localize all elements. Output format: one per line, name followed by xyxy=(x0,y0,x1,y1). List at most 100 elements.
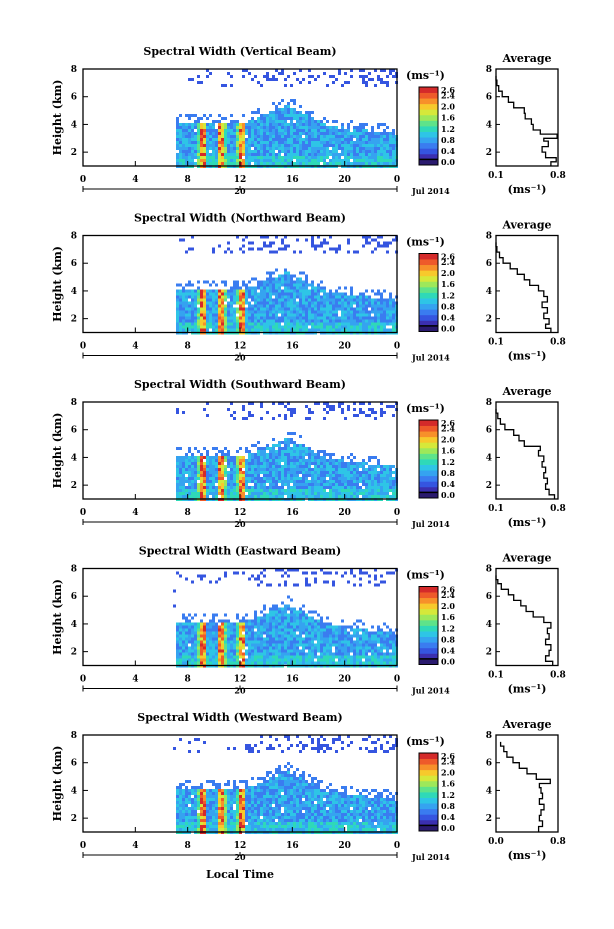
heatmap-cells xyxy=(173,568,398,668)
x-tick-label: 4 xyxy=(132,508,138,518)
average-profile: Average 2 4 6 8 0.1 0.8(ms⁻¹) xyxy=(486,219,566,363)
colorbar-swatch xyxy=(419,797,438,804)
x-tick-label: 12 xyxy=(234,508,247,518)
heatmap-cells xyxy=(176,402,398,501)
colorbar-swatch xyxy=(419,87,438,93)
x-tick-label: 20 xyxy=(338,675,351,685)
x-tick-label: 20 xyxy=(338,508,351,518)
colorbar-swatch xyxy=(419,325,438,332)
y-tick-label: 4 xyxy=(71,620,77,630)
colorbar-tick-label: 2.6 xyxy=(441,751,455,761)
average-unit: (ms⁻¹) xyxy=(508,683,547,696)
colorbar-swatch xyxy=(419,764,438,771)
average-frame xyxy=(495,234,559,334)
avg-y-tick-label: 2 xyxy=(486,148,492,158)
colorbar-tick-label: 0.0 xyxy=(441,657,455,667)
colorbar-swatch xyxy=(419,475,438,482)
x-tick-label: 0 xyxy=(80,342,86,352)
x-tick-label: 8 xyxy=(185,342,191,352)
colorbar-swatch xyxy=(419,653,438,660)
colorbar-swatch xyxy=(419,453,438,460)
x-tick-label: 0 xyxy=(80,508,86,518)
colorbar-swatch xyxy=(419,658,438,665)
colorbar-tick-label: 1.6 xyxy=(441,612,455,622)
colorbar-swatch xyxy=(419,436,438,443)
date-tick-label: 20 xyxy=(234,186,246,196)
y-tick-label: 8 xyxy=(71,65,77,75)
colorbar xyxy=(418,86,439,166)
colorbar-tick-label: 1.6 xyxy=(441,446,455,456)
date-tick-label: 20 xyxy=(234,686,246,696)
colorbar-tick-label: 2.0 xyxy=(441,102,455,112)
average-line xyxy=(495,242,552,333)
colorbar-swatch xyxy=(419,459,438,465)
average-profile: Average 2 4 6 8 0.1 0.8(ms⁻¹) xyxy=(486,385,566,529)
average-unit: (ms⁻¹) xyxy=(508,849,547,862)
colorbar-swatch xyxy=(419,431,438,438)
colorbar-swatch xyxy=(419,775,438,782)
x-tick-label: 4 xyxy=(132,841,138,851)
colorbar-swatch xyxy=(419,98,438,105)
x-tick-label: 0 xyxy=(394,841,400,851)
colorbar-swatch xyxy=(419,825,438,832)
x-tick-label: 0 xyxy=(394,175,400,185)
date-label: Jul 2014 xyxy=(411,353,450,363)
y-tick-label: 6 xyxy=(71,426,77,436)
avg-x-tick-label: 0.8 xyxy=(550,338,566,348)
colorbar-tick-label: 2.6 xyxy=(441,584,455,594)
average-frame xyxy=(495,567,559,667)
y-tick-label: 2 xyxy=(71,814,77,824)
colorbar-swatch xyxy=(419,142,438,149)
x-tick-label: 12 xyxy=(234,342,247,352)
y-axis-label: Height (km) xyxy=(51,413,64,489)
average-title: Average xyxy=(501,219,551,232)
average-unit: (ms⁻¹) xyxy=(508,350,547,363)
x-tick-label: 8 xyxy=(185,841,191,851)
y-tick-label: 6 xyxy=(71,93,77,103)
panel-title: Spectral Width (Westward Beam) xyxy=(137,711,342,724)
y-tick-label: 8 xyxy=(71,232,77,242)
average-unit: (ms⁻¹) xyxy=(508,183,547,196)
colorbar-tick-label: 1.6 xyxy=(441,279,455,289)
average-frame xyxy=(495,68,559,167)
panel-title: Spectral Width (Vertical Beam) xyxy=(143,45,336,58)
y-tick-label: 4 xyxy=(71,453,77,463)
colorbar-swatch xyxy=(419,286,438,293)
avg-y-tick-label: 8 xyxy=(486,398,492,408)
colorbar-swatch xyxy=(419,109,438,116)
x-tick-label: 0 xyxy=(394,508,400,518)
avg-y-tick-label: 2 xyxy=(486,648,492,658)
colorbar-tick-label: 2.4 xyxy=(441,90,455,100)
average-title: Average xyxy=(501,385,551,398)
colorbar-tick-label: 2.6 xyxy=(441,418,455,428)
colorbar-swatch xyxy=(419,281,438,288)
x-tick-label: 8 xyxy=(185,508,191,518)
colorbar-swatch xyxy=(419,309,438,316)
y-axis-label: Height (km) xyxy=(51,80,64,156)
colorbar-swatch xyxy=(419,442,438,449)
colorbar-unit: (ms⁻¹) xyxy=(406,69,445,82)
colorbar-swatch xyxy=(419,253,438,260)
colorbar-tick-label: 1.6 xyxy=(441,113,455,123)
y-tick-label: 6 xyxy=(71,759,77,769)
avg-x-tick-label: 0.1 xyxy=(488,504,504,514)
colorbar-tick-label: 0.4 xyxy=(441,646,455,656)
x-tick-label: 8 xyxy=(185,675,191,685)
colorbar-swatch xyxy=(419,614,438,621)
y-axis-label: Height (km) xyxy=(51,246,64,322)
colorbar-tick-label: 0.0 xyxy=(441,324,455,334)
colorbar-swatch xyxy=(419,792,438,798)
panel-5: Spectral Width (Westward Beam) 2 4 6 8 Height… xyxy=(51,711,566,862)
average-line xyxy=(495,408,556,499)
colorbar-swatch xyxy=(419,597,438,604)
x-tick-label: 12 xyxy=(234,841,247,851)
colorbar-swatch xyxy=(419,314,438,321)
colorbar-tick-label: 0.4 xyxy=(441,812,455,822)
average-frame xyxy=(495,401,559,500)
panel-title: Spectral Width (Eastward Beam) xyxy=(139,545,341,558)
colorbar-swatch xyxy=(419,486,438,493)
colorbar-tick-label: 1.2 xyxy=(441,457,455,467)
colorbar-unit: (ms⁻¹) xyxy=(406,402,445,415)
colorbar-tick-label: 0.8 xyxy=(441,468,455,478)
colorbar-swatch xyxy=(419,608,438,615)
